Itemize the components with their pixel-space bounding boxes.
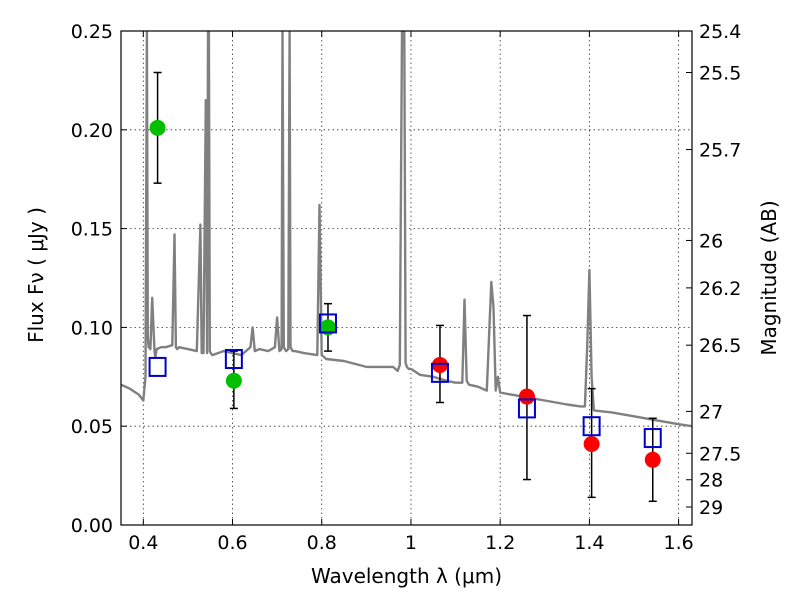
series-group bbox=[121, 31, 692, 503]
y-tick-label: 0.05 bbox=[71, 416, 113, 438]
green-data-point bbox=[225, 372, 242, 389]
y-tick-label: 0.10 bbox=[71, 317, 113, 339]
y2-tick-label: 26 bbox=[699, 230, 723, 252]
x-tick-label: 1.2 bbox=[485, 532, 515, 554]
y2-tick-label: 25.5 bbox=[699, 62, 741, 84]
y2-tick-label: 27 bbox=[699, 401, 723, 423]
y2-tick-label: 26.2 bbox=[699, 278, 741, 300]
red-data-point bbox=[518, 388, 535, 405]
y2-tick-label: 29 bbox=[699, 497, 723, 519]
red-data-point bbox=[431, 356, 448, 373]
x-tick-label: 1.6 bbox=[664, 532, 694, 554]
model-band-square bbox=[224, 349, 243, 370]
model-band-square bbox=[517, 398, 536, 419]
x-tick-label: 0.6 bbox=[217, 532, 247, 554]
green-data-point bbox=[319, 319, 336, 336]
y2-tick-label: 28 bbox=[699, 470, 723, 492]
model-band-square bbox=[318, 313, 337, 334]
y2-tick-label: 27.5 bbox=[699, 443, 741, 465]
x-tick-label: 1 bbox=[405, 532, 417, 554]
red-data-point bbox=[644, 451, 661, 468]
y-tick-label: 0.20 bbox=[71, 120, 113, 142]
model-spectrum-line bbox=[121, 31, 692, 428]
y2-tick-label: 26.5 bbox=[699, 335, 741, 357]
y2-axis-label: Magnitude (AB) bbox=[757, 200, 781, 355]
green-data-point bbox=[149, 119, 166, 136]
model-band-square bbox=[148, 356, 167, 377]
plot-area bbox=[121, 31, 692, 503]
model-band-square bbox=[643, 428, 662, 449]
y2-tick-label: 25.7 bbox=[699, 140, 741, 162]
y-axis-label: Flux Fν ( μJy ) bbox=[24, 207, 48, 343]
model-band-square bbox=[430, 362, 449, 383]
x-axis-label: Wavelength λ (μm) bbox=[311, 564, 502, 588]
x-tick-label: 0.4 bbox=[128, 532, 158, 554]
red-data-point bbox=[583, 435, 600, 452]
y2-tick-label: 25.4 bbox=[699, 21, 741, 43]
y-tick-label: 0.25 bbox=[71, 21, 113, 43]
y-tick-label: 0.00 bbox=[71, 515, 113, 537]
plot-frame bbox=[120, 30, 693, 526]
y-tick-label: 0.15 bbox=[71, 219, 113, 241]
x-tick-label: 1.4 bbox=[574, 532, 604, 554]
x-tick-label: 0.8 bbox=[307, 532, 337, 554]
model-band-square bbox=[582, 416, 601, 437]
axis-ticks: 0.4 0.6 0.8 1 1.2 1.4 1.6 0.00 0.05 0.10 0.15 0.20 0… bbox=[71, 21, 742, 554]
